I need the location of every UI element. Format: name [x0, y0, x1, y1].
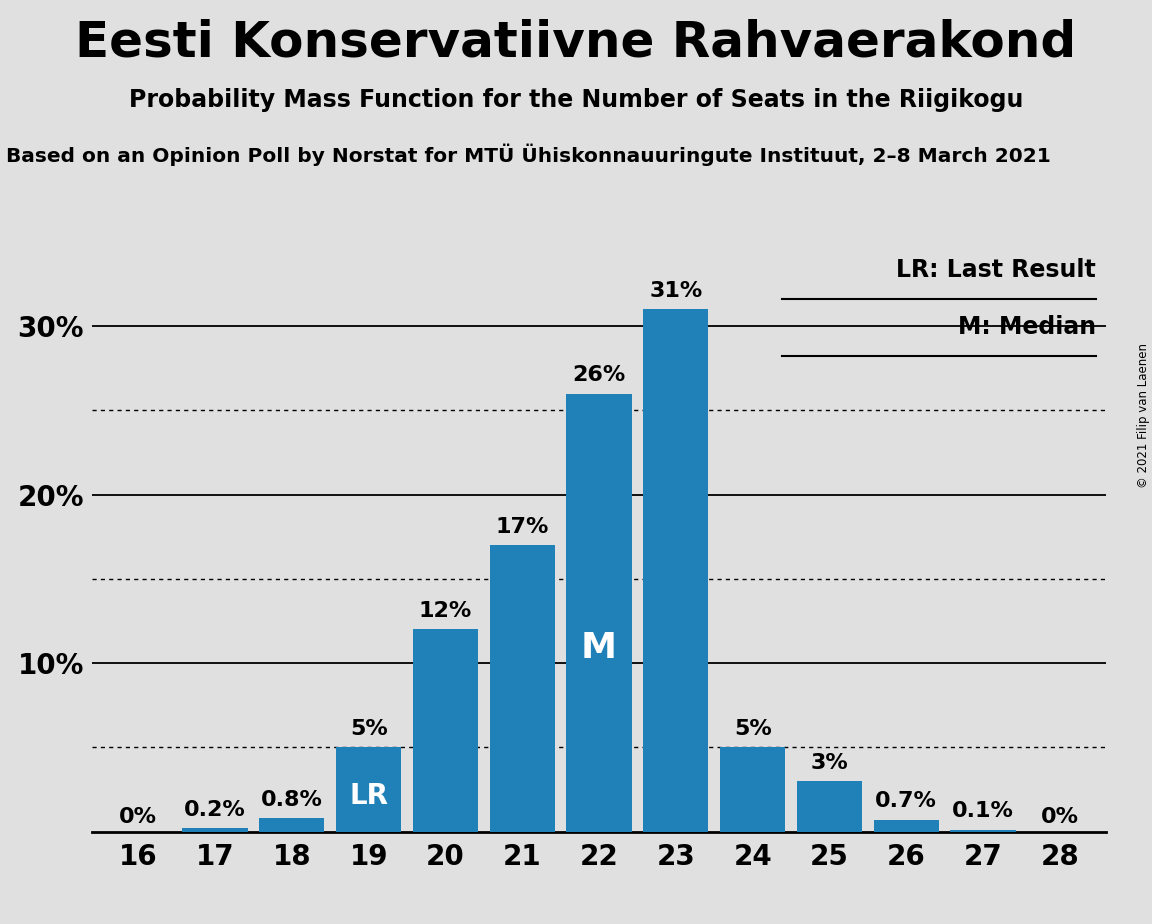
Text: 3%: 3% — [811, 753, 848, 772]
Text: 0.1%: 0.1% — [952, 801, 1014, 821]
Text: 31%: 31% — [650, 281, 703, 301]
Bar — [873, 820, 939, 832]
Bar — [336, 748, 401, 832]
Text: LR: LR — [349, 783, 388, 810]
Text: © 2021 Filip van Laenen: © 2021 Filip van Laenen — [1137, 344, 1150, 488]
Text: 0.2%: 0.2% — [184, 800, 245, 820]
Text: Probability Mass Function for the Number of Seats in the Riigikogu: Probability Mass Function for the Number… — [129, 88, 1023, 112]
Text: 0%: 0% — [120, 807, 157, 827]
Text: Based on an Opinion Poll by Norstat for MTÜ Ühiskonnauuringute Instituut, 2–8 Ma: Based on an Opinion Poll by Norstat for … — [6, 143, 1051, 165]
Text: 17%: 17% — [495, 517, 548, 537]
Text: Eesti Konservatiivne Rahvaerakond: Eesti Konservatiivne Rahvaerakond — [75, 18, 1077, 67]
Bar — [567, 394, 631, 832]
Text: M: Median: M: Median — [957, 315, 1096, 339]
Text: M: M — [581, 630, 617, 664]
Text: 5%: 5% — [734, 719, 772, 739]
Bar — [490, 545, 555, 832]
Text: 0%: 0% — [1041, 807, 1078, 827]
Text: 5%: 5% — [350, 719, 387, 739]
Bar — [643, 310, 708, 832]
Text: 26%: 26% — [573, 365, 626, 385]
Bar — [950, 830, 1016, 832]
Bar — [259, 818, 325, 832]
Bar — [182, 828, 248, 832]
Text: 12%: 12% — [419, 601, 472, 621]
Text: 0.7%: 0.7% — [876, 791, 938, 811]
Text: LR: Last Result: LR: Last Result — [896, 258, 1096, 282]
Bar — [720, 748, 786, 832]
Bar — [797, 781, 862, 832]
Bar — [412, 629, 478, 832]
Text: 0.8%: 0.8% — [260, 790, 323, 809]
